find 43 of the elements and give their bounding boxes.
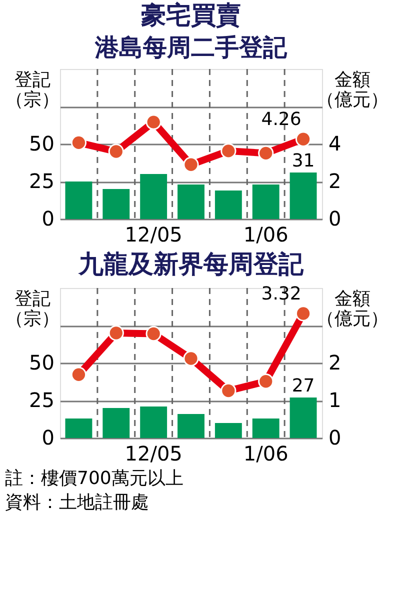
data-label: 27 bbox=[292, 376, 315, 396]
bar bbox=[252, 418, 280, 438]
x-tick-label: 12/05 bbox=[124, 442, 182, 466]
y-tick-label: 0 bbox=[42, 426, 54, 450]
bar bbox=[290, 172, 317, 219]
y2-tick-label: 4 bbox=[328, 132, 342, 156]
bar bbox=[102, 189, 130, 219]
chart-title: 豪宅買賣 bbox=[141, 0, 241, 30]
y2-tick-label: 2 bbox=[328, 169, 342, 193]
x-tick-label: 1/06 bbox=[243, 442, 288, 466]
y2-axis-title: 金額（億元） bbox=[316, 288, 388, 330]
y-tick-label: 0 bbox=[42, 206, 54, 230]
bar bbox=[214, 190, 242, 219]
data-label: 4.26 bbox=[261, 109, 302, 130]
bar bbox=[65, 182, 92, 219]
bar bbox=[140, 174, 168, 219]
x-tick-label: 1/06 bbox=[243, 222, 288, 246]
y-tick-label: 25 bbox=[29, 388, 54, 412]
text: 註：樓價700萬元以上 bbox=[5, 468, 184, 489]
bar bbox=[290, 398, 317, 438]
y2-tick-label: 1 bbox=[328, 388, 342, 412]
bar bbox=[214, 423, 242, 438]
bar bbox=[65, 418, 92, 438]
x-tick-label: 12/05 bbox=[124, 222, 182, 246]
bar bbox=[178, 414, 204, 438]
y2-axis-title: 金額（億元） bbox=[316, 70, 388, 110]
y-axis-title: 登記（宗） bbox=[6, 288, 60, 330]
data-label: 3.32 bbox=[261, 284, 302, 304]
chart-subtitle: 港島每周二手登記 bbox=[94, 33, 288, 62]
bar bbox=[252, 184, 280, 219]
chart-title: 九龍及新界每周登記 bbox=[78, 250, 304, 278]
y2-tick-label: 0 bbox=[328, 426, 342, 450]
bar bbox=[140, 406, 168, 438]
y-tick-label: 50 bbox=[29, 132, 54, 156]
y-axis-title: 登記（宗） bbox=[6, 70, 60, 110]
text: 資料：土地註冊處 bbox=[5, 492, 149, 513]
y2-tick-label: 0 bbox=[328, 206, 342, 230]
y-tick-label: 50 bbox=[29, 350, 54, 374]
y-tick-label: 25 bbox=[29, 169, 54, 193]
data-label: 31 bbox=[292, 150, 315, 172]
bar bbox=[178, 184, 204, 219]
bar bbox=[102, 408, 130, 438]
y2-tick-label: 2 bbox=[328, 350, 342, 374]
